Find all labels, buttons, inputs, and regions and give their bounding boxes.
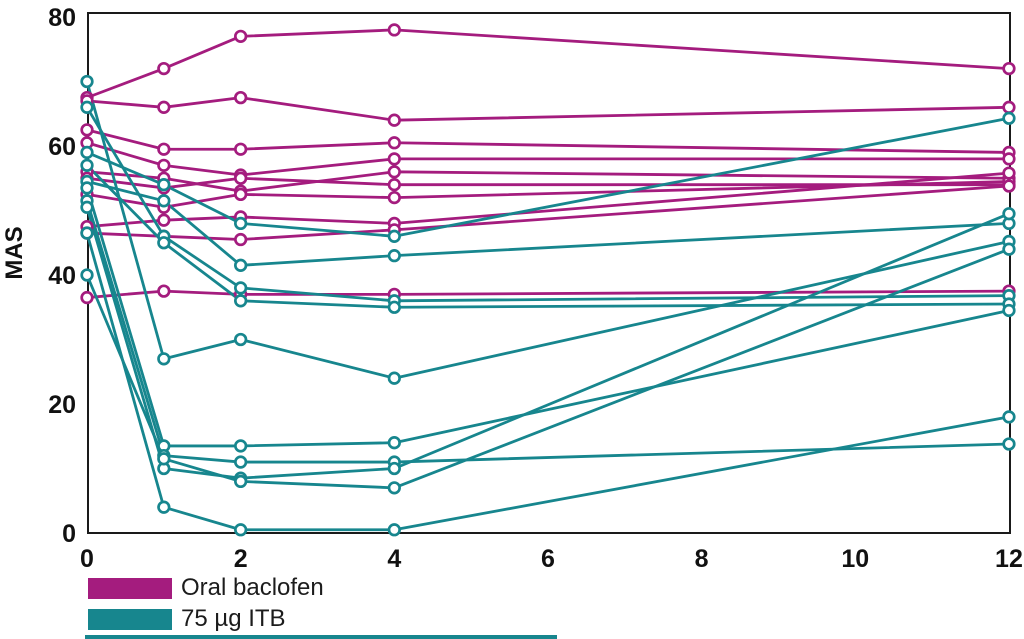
series-line-itb-10 <box>85 247 1010 490</box>
y-tick-label: 80 <box>48 4 76 32</box>
x-tick-label: 12 <box>995 545 1023 573</box>
legend-item-oral-baclofen: Oral baclofen <box>88 574 324 601</box>
data-point-marker <box>80 268 94 282</box>
data-point-marker <box>234 332 248 347</box>
data-point-marker <box>157 500 171 514</box>
data-point-marker <box>387 481 401 495</box>
y-tick-label: 40 <box>48 262 76 290</box>
data-point-marker <box>387 178 401 192</box>
legend-item-itb: 75 µg ITB <box>88 605 324 632</box>
series-line-oral-2 <box>86 96 1009 122</box>
y-tick-label: 20 <box>48 391 76 419</box>
y-tick-label: 60 <box>48 133 76 161</box>
data-point-marker <box>157 100 171 114</box>
x-tick-label: 0 <box>80 545 94 573</box>
data-point-marker <box>80 100 94 114</box>
data-point-marker <box>234 216 248 231</box>
data-point-marker <box>80 158 94 173</box>
data-point-marker <box>80 200 94 214</box>
data-point-marker <box>234 523 248 537</box>
series-line-itb-4 <box>86 164 1009 309</box>
data-point-marker <box>1002 100 1016 114</box>
legend-swatch-itb <box>88 608 172 630</box>
series-line-itb-6 <box>85 187 1010 448</box>
data-point-marker <box>80 74 94 89</box>
data-point-marker <box>1002 207 1016 221</box>
data-point-marker <box>1002 437 1016 451</box>
data-point-marker <box>234 29 248 43</box>
y-axis-label: MAS <box>1 226 28 279</box>
data-point-marker <box>80 145 94 160</box>
series-line-oral-1 <box>86 28 1010 99</box>
data-point-marker <box>1002 410 1016 424</box>
chart-legend: Oral baclofen 75 µg ITB <box>88 574 324 632</box>
data-point-marker <box>157 178 171 192</box>
y-tick-label: 0 <box>62 520 76 548</box>
data-point-marker <box>1002 166 1016 180</box>
data-point-marker <box>1002 242 1016 256</box>
data-point-marker <box>157 213 171 227</box>
data-point-marker <box>157 284 171 298</box>
data-point-marker <box>157 236 171 250</box>
data-point-marker <box>1002 303 1016 318</box>
data-point-marker <box>234 232 248 247</box>
x-tick-label: 10 <box>841 545 869 573</box>
data-point-marker <box>234 142 248 156</box>
legend-swatch-oral-baclofen <box>88 577 172 599</box>
data-point-marker <box>157 142 171 156</box>
data-point-marker <box>387 461 401 476</box>
data-point-marker <box>80 290 94 305</box>
series-line-oral-4 <box>86 141 1009 177</box>
data-point-marker <box>157 352 171 366</box>
data-point-marker <box>387 300 401 314</box>
data-point-marker <box>157 452 171 466</box>
x-tick-label: 6 <box>541 545 555 573</box>
data-point-marker <box>234 171 248 185</box>
data-point-marker <box>80 181 94 195</box>
data-point-marker <box>387 523 401 537</box>
data-point-marker <box>157 194 171 208</box>
data-point-marker <box>234 281 248 295</box>
data-point-marker <box>387 248 401 263</box>
data-point-marker <box>157 158 171 173</box>
data-point-marker <box>1002 111 1016 125</box>
data-point-marker <box>234 439 248 453</box>
data-point-marker <box>234 455 248 469</box>
data-point-marker <box>1002 61 1016 76</box>
x-tick-label: 2 <box>234 545 248 573</box>
data-point-marker <box>387 190 401 205</box>
data-point-marker <box>80 123 94 137</box>
data-point-marker <box>234 187 248 202</box>
data-point-marker <box>234 258 248 272</box>
data-point-marker <box>387 113 401 127</box>
x-tick-label: 4 <box>387 545 401 573</box>
data-point-marker <box>387 23 401 37</box>
data-point-marker <box>387 152 401 166</box>
data-point-marker <box>234 90 248 105</box>
data-point-marker <box>157 61 171 76</box>
data-point-marker <box>387 229 401 243</box>
legend-label-oral-baclofen: Oral baclofen <box>181 574 324 601</box>
series-line-oral-3 <box>86 128 1009 154</box>
data-point-marker <box>234 294 248 308</box>
legend-label-itb: 75 µg ITB <box>181 605 286 632</box>
data-point-marker <box>1002 179 1016 193</box>
data-point-marker <box>1002 152 1016 166</box>
data-point-marker <box>234 474 248 489</box>
data-point-marker <box>387 136 401 150</box>
x-tick-label: 8 <box>695 545 709 573</box>
bottom-teal-rule <box>85 635 557 639</box>
data-point-marker <box>80 226 94 240</box>
data-point-marker <box>387 436 401 450</box>
data-point-marker <box>387 165 401 179</box>
data-point-marker <box>387 371 401 385</box>
